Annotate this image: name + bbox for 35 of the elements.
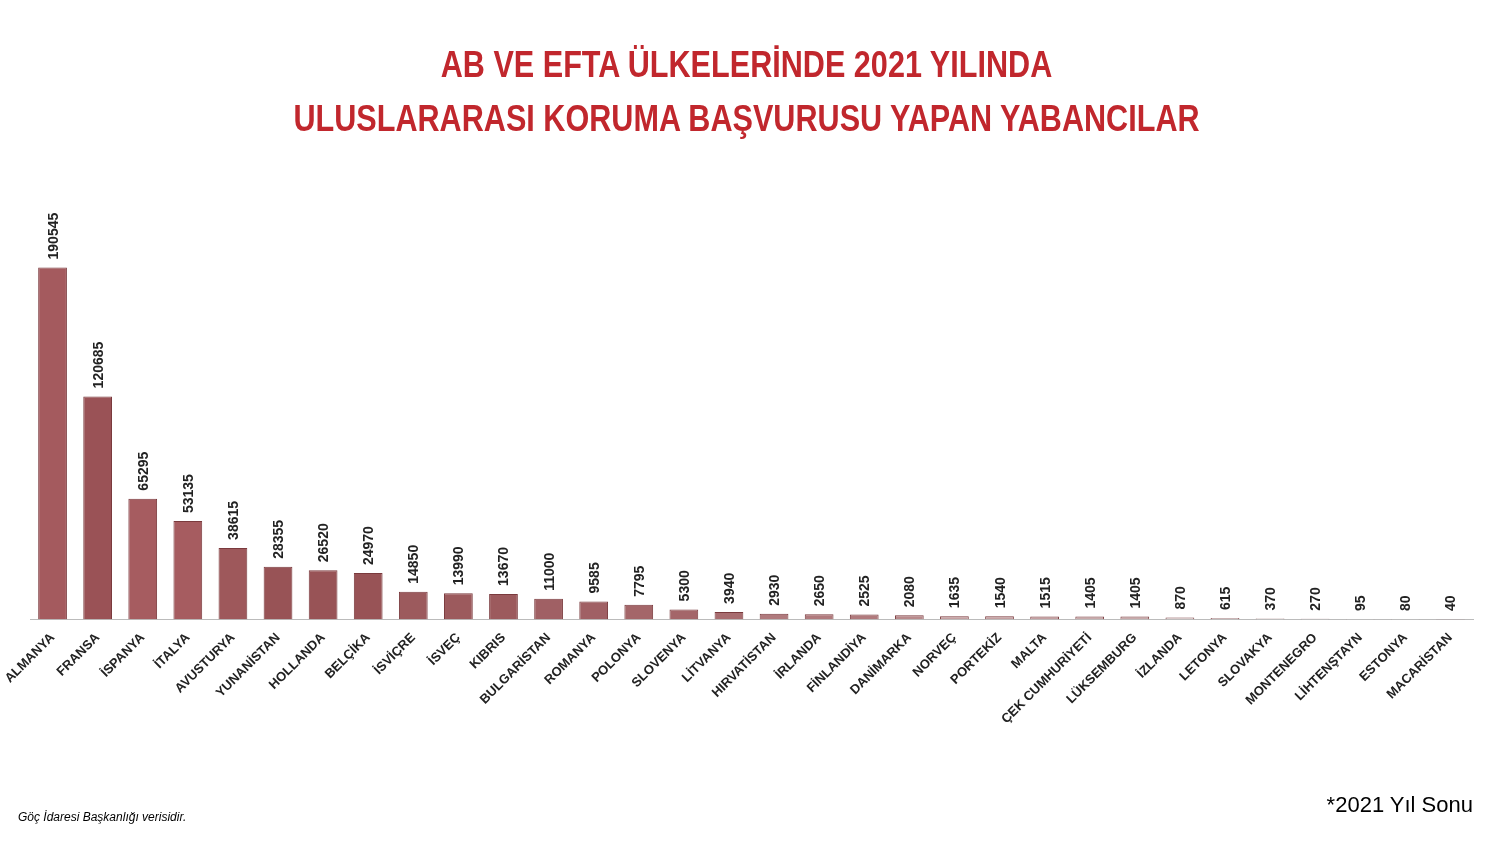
data-label: 615 <box>1216 586 1233 611</box>
data-label: 2080 <box>901 575 918 608</box>
data-label: 1405 <box>1081 577 1098 609</box>
data-label: 28355 <box>270 519 287 559</box>
data-label: 120685 <box>89 341 106 389</box>
data-label: 95 <box>1352 595 1369 611</box>
data-label: 13990 <box>450 546 467 586</box>
data-label: 7795 <box>630 565 647 597</box>
data-label: 80 <box>1397 595 1414 612</box>
data-label: 13670 <box>495 546 512 586</box>
data-label: 9585 <box>585 562 602 594</box>
text: *2021 Yıl Sonu <box>1326 792 1473 818</box>
data-label: 870 <box>1171 585 1188 610</box>
data-label: 190545 <box>44 212 61 260</box>
data-label: 53135 <box>179 473 196 514</box>
data-label: 270 <box>1307 587 1324 611</box>
data-label: 24970 <box>360 525 377 566</box>
data-label: 38615 <box>224 500 241 540</box>
data-label: 65295 <box>134 451 151 491</box>
data-label: 2930 <box>766 574 783 606</box>
data-label: 1405 <box>1126 577 1143 609</box>
text: Göç İdaresi Başkanlığı verisidir. <box>18 810 187 824</box>
data-label: 14850 <box>405 544 422 584</box>
data-label: 2525 <box>856 575 873 607</box>
data-label: 2650 <box>811 574 828 607</box>
data-label: 5300 <box>675 570 692 602</box>
data-label: 40 <box>1442 595 1459 612</box>
data-label: 11000 <box>540 552 557 591</box>
data-label: 1635 <box>946 576 963 609</box>
data-label: 1540 <box>991 576 1008 609</box>
data-label: 26520 <box>315 523 332 563</box>
chart-title: AB VE EFTA ÜLKELERİNDE 2021 YILINDA ULUSLARARASI KORUMA BAŞVURUSU YAPAN YABANCILAR <box>292 43 1201 141</box>
data-label: 370 <box>1262 586 1279 611</box>
data-label: 1515 <box>1036 577 1053 609</box>
data-label: 3940 <box>720 572 737 604</box>
